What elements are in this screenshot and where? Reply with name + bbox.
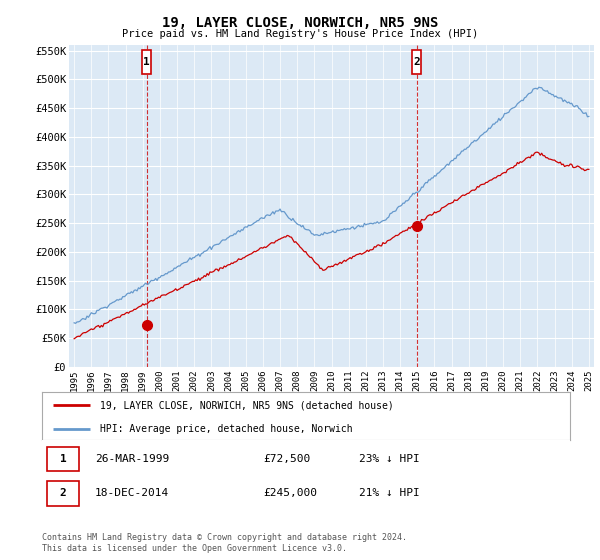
FancyBboxPatch shape <box>142 50 151 74</box>
Text: HPI: Average price, detached house, Norwich: HPI: Average price, detached house, Norw… <box>100 424 353 434</box>
Text: 26-MAR-1999: 26-MAR-1999 <box>95 454 169 464</box>
Text: 23% ↓ HPI: 23% ↓ HPI <box>359 454 419 464</box>
Text: 19, LAYER CLOSE, NORWICH, NR5 9NS: 19, LAYER CLOSE, NORWICH, NR5 9NS <box>162 16 438 30</box>
Text: 2: 2 <box>60 488 67 498</box>
Text: 19, LAYER CLOSE, NORWICH, NR5 9NS (detached house): 19, LAYER CLOSE, NORWICH, NR5 9NS (detac… <box>100 400 394 410</box>
Text: 18-DEC-2014: 18-DEC-2014 <box>95 488 169 498</box>
FancyBboxPatch shape <box>47 446 79 471</box>
Text: Price paid vs. HM Land Registry's House Price Index (HPI): Price paid vs. HM Land Registry's House … <box>122 29 478 39</box>
Text: 1: 1 <box>60 454 67 464</box>
Text: Contains HM Land Registry data © Crown copyright and database right 2024.
This d: Contains HM Land Registry data © Crown c… <box>42 533 407 553</box>
Text: 21% ↓ HPI: 21% ↓ HPI <box>359 488 419 498</box>
Text: 2: 2 <box>413 57 420 67</box>
FancyBboxPatch shape <box>412 50 421 74</box>
Text: 1: 1 <box>143 57 150 67</box>
FancyBboxPatch shape <box>47 481 79 506</box>
Text: £72,500: £72,500 <box>264 454 311 464</box>
Text: £245,000: £245,000 <box>264 488 318 498</box>
